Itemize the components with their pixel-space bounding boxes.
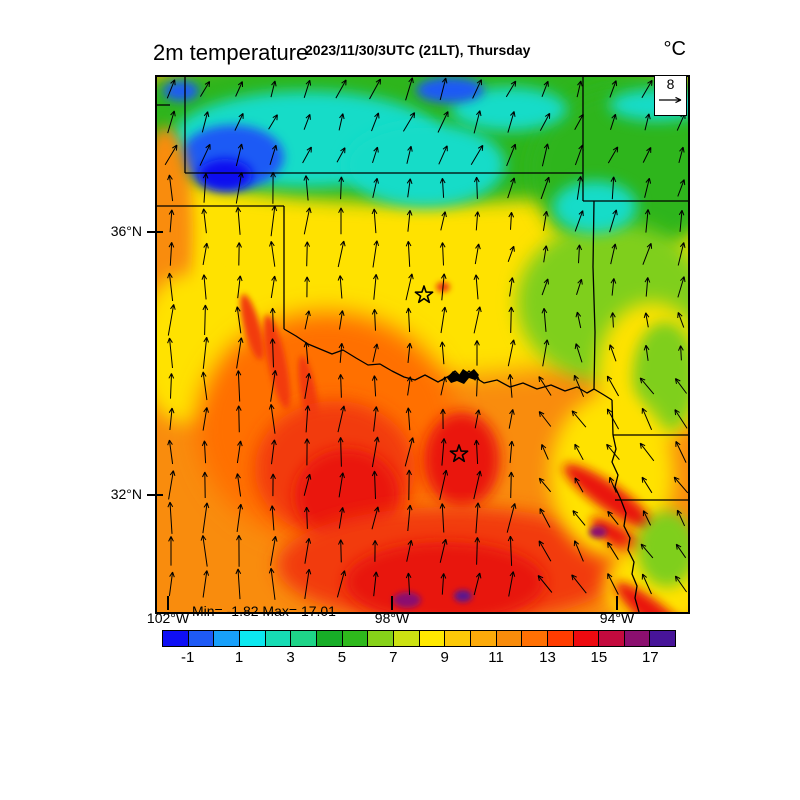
lon-axis-label: 98°W	[374, 610, 410, 626]
colorbar-segment	[187, 630, 215, 647]
colorbar-segment	[495, 630, 523, 647]
wind-reference-legend: 8	[654, 75, 687, 116]
colorbar-segment	[444, 630, 471, 647]
colorbar-segment	[341, 630, 369, 647]
colorbar-tick-label: -1	[181, 649, 195, 666]
lon-axis-label: 94°W	[599, 610, 635, 626]
colorbar-tick-label: 3	[286, 649, 295, 666]
run-timestamp: 2023/11/30/3UTC (21LT), Thursday	[305, 42, 531, 58]
lat-axis-label: 32°N	[110, 486, 142, 502]
temperature-map-canvas	[157, 77, 688, 612]
lon-tick-mark	[167, 596, 169, 610]
lon-tick-mark	[391, 596, 393, 610]
colorbar-segment	[623, 630, 651, 647]
wind-reference-arrow-icon	[659, 96, 682, 104]
minmax-stats: Min= -1.82 Max= 17.01	[192, 603, 336, 619]
colorbar-tick-label: 7	[389, 649, 398, 666]
plot-title: 2m temperature	[153, 40, 309, 65]
colorbar-segment	[367, 630, 394, 647]
lon-tick-mark	[616, 596, 618, 610]
colorbar-tick-label: 1	[234, 649, 244, 666]
colorbar-segment	[213, 630, 240, 647]
city-star-marker	[414, 285, 434, 304]
lon-axis-label: 102°W	[146, 610, 190, 626]
colorbar	[162, 630, 677, 647]
colorbar-segment	[598, 630, 625, 647]
lake-texoma-blob	[447, 369, 479, 384]
colorbar-tick-label: 17	[641, 649, 659, 666]
state-borders	[157, 77, 688, 612]
colorbar-tick-label: 5	[337, 649, 347, 666]
wind-reference-value: 8	[666, 76, 675, 92]
colorbar-tick-label: 11	[488, 649, 504, 666]
colorbar-segment	[264, 630, 292, 647]
colorbar-tick-label: 9	[440, 649, 449, 666]
colorbar-tick-label: 13	[539, 649, 556, 666]
units-label: °C	[663, 38, 686, 60]
map-frame	[155, 75, 690, 614]
colorbar-segment	[649, 630, 677, 647]
colorbar-tick-labels: -1 1 3 5 7 9 11 13 15 17	[0, 649, 800, 669]
colorbar-segment	[546, 630, 574, 647]
colorbar-segment	[392, 630, 420, 647]
colorbar-segment	[238, 630, 266, 647]
colorbar-segment	[418, 630, 446, 647]
colorbar-segment	[521, 630, 548, 647]
colorbar-segment	[162, 630, 189, 647]
wind-arrows	[164, 77, 688, 600]
colorbar-segment	[572, 630, 600, 647]
city-star-marker	[449, 444, 469, 463]
colorbar-segment	[469, 630, 497, 647]
lat-tick-mark	[147, 494, 163, 496]
colorbar-tick-label: 15	[590, 649, 608, 666]
colorbar-segment	[315, 630, 343, 647]
lat-axis-label: 36°N	[110, 223, 142, 239]
lat-tick-mark	[147, 231, 163, 233]
temperature-field	[157, 77, 688, 612]
colorbar-segment	[290, 630, 317, 647]
